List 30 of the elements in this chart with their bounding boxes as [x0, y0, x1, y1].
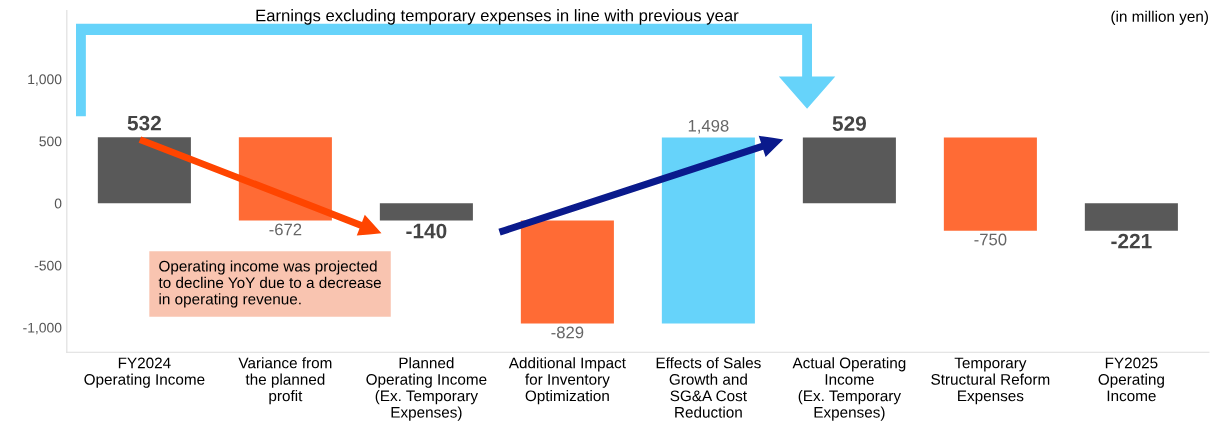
bar [802, 137, 896, 204]
x-tick-label: FY2024 Operating Income [84, 357, 205, 388]
bar [1084, 203, 1178, 231]
bar [520, 220, 614, 324]
data-label: 1,498 [688, 119, 729, 134]
x-tick-label: Additional Impact for Inventory Optimization [508, 357, 626, 405]
data-label: -750 [974, 233, 1007, 246]
y-tick-label: 1,000 [28, 74, 62, 86]
annotation: Earnings excluding temporary expenses in line with previous year [256, 9, 739, 25]
data-label: 529 [832, 116, 866, 131]
x-tick-label: Planned Operating Income (Ex. Temporary Expenses) [366, 357, 487, 421]
y-tick-label: -500 [34, 260, 62, 271]
x-tick-label: FY2025 Operating Income [1098, 357, 1164, 402]
annotation: Operating income was projected to decline YoY due to a decrease in operating revenue. [158, 260, 381, 308]
x-tick-label: Actual Operating Income (Ex. Temporary Expenses) [792, 357, 906, 421]
x-tick-label: Effects of Sales Growth and SG&A Cost Reduction [656, 357, 761, 418]
y-tick-label: -1,000 [23, 322, 62, 335]
bar [943, 137, 1037, 231]
data-label: -672 [269, 223, 302, 236]
data-label: -140 [406, 223, 447, 239]
y-tick-label: 0 [54, 198, 62, 209]
data-label: -221 [1111, 233, 1152, 249]
x-tick-label: Temporary Structural Reform Expenses [931, 357, 1050, 405]
y-tick-label: 500 [39, 136, 62, 147]
data-label: 532 [127, 115, 161, 131]
bar [379, 203, 473, 221]
x-tick-label: Variance from the planned profit [238, 357, 332, 405]
data-label: -829 [551, 326, 584, 339]
bar [661, 137, 755, 324]
annotation: (in million yen) [1111, 10, 1208, 25]
